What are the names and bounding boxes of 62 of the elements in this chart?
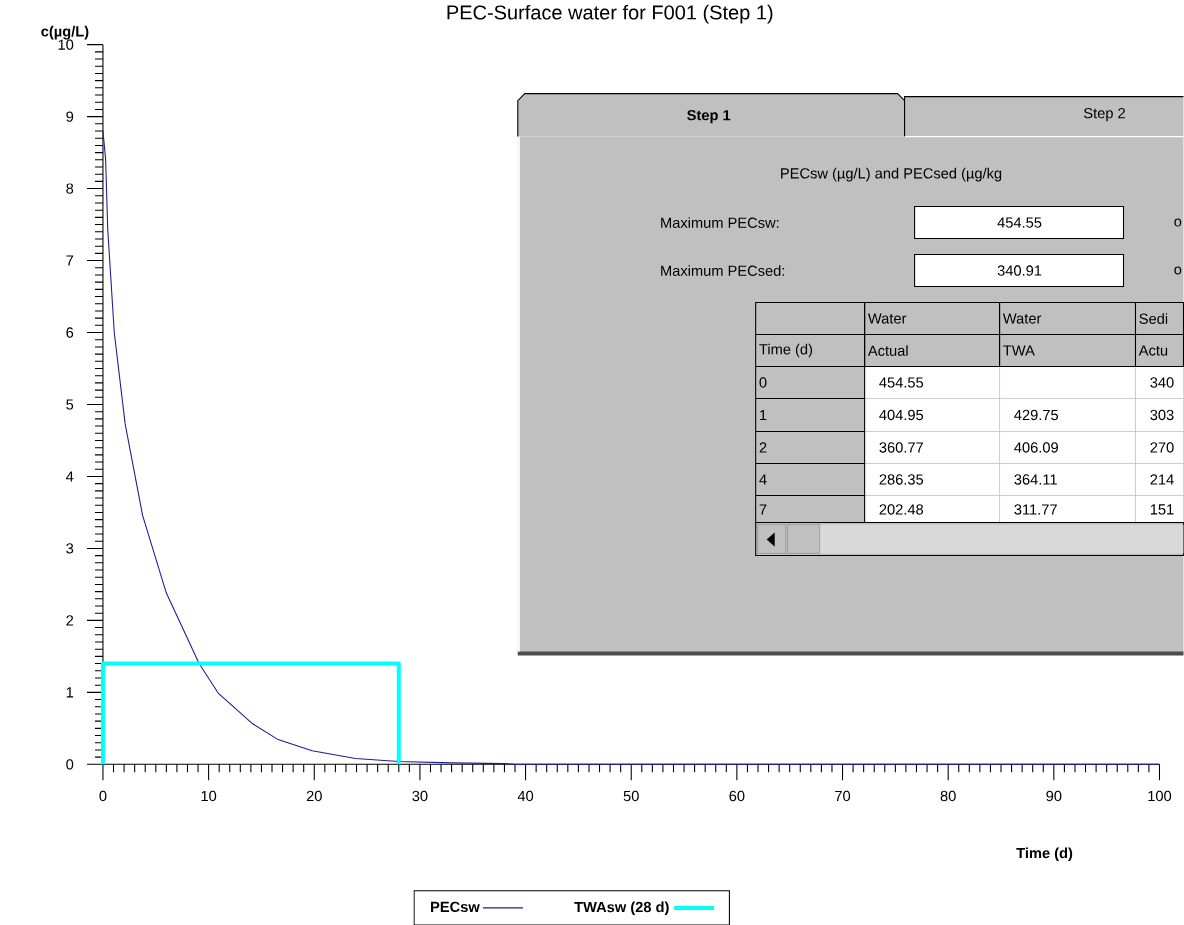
- annotation: PECsw (µg/L) and PECsed (µg/kg: [781, 167, 1002, 182]
- annotation: Actual: [867, 344, 908, 356]
- x-axis-title: Time (d): [1016, 847, 1073, 861]
- x-tick-label: 60: [729, 790, 745, 801]
- annotation: 303: [1150, 409, 1174, 420]
- text: o: [1174, 266, 1182, 275]
- y-tick-label: 0: [66, 758, 74, 770]
- chart-title: PEC-Surface water for F001 (Step 1): [447, 4, 773, 24]
- annotation: Actu: [1138, 345, 1168, 356]
- y-tick-label: 5: [66, 399, 74, 410]
- annotation: 202.48: [879, 504, 924, 515]
- x-tick-label: 50: [623, 790, 639, 801]
- annotation: 2: [759, 442, 767, 453]
- annotation: 4: [759, 474, 767, 485]
- annotation: 270: [1150, 442, 1174, 453]
- y-tick-label: 2: [66, 615, 74, 626]
- annotation: 340.91: [997, 265, 1042, 276]
- annotation: 0: [759, 377, 767, 388]
- annotation: 286.35: [879, 474, 924, 485]
- annotation: 311.77: [1014, 504, 1057, 515]
- y-tick-label: 10: [58, 39, 74, 50]
- x-tick-label: 10: [201, 790, 217, 801]
- x-tick-label: 90: [1046, 790, 1062, 801]
- y-tick-label: 4: [66, 471, 74, 482]
- annotation: 406.09: [1014, 442, 1058, 453]
- annotation: 214: [1150, 474, 1174, 485]
- text: o: [1174, 218, 1182, 227]
- annotation: Sedi: [1139, 312, 1168, 324]
- y-tick-label: 1: [66, 687, 74, 698]
- annotation: Step 2: [1083, 107, 1125, 122]
- annotation: 7: [759, 504, 767, 515]
- annotation: Step 1: [687, 109, 731, 124]
- annotation: Time (d): [759, 343, 813, 358]
- annotation: 364.11: [1014, 474, 1057, 485]
- legend-label: TWAsw (28 d): [574, 901, 669, 915]
- annotation: Maximum PECsed:: [661, 264, 785, 276]
- annotation: Maximum PECsw:: [661, 216, 779, 228]
- annotation: 1: [760, 409, 767, 420]
- annotation: 404.95: [879, 409, 924, 420]
- y-tick-label: 6: [66, 327, 74, 338]
- y-tick-label: 9: [66, 111, 74, 122]
- annotation: 340: [1150, 377, 1174, 388]
- x-tick-label: 30: [412, 790, 428, 801]
- legend-label: PECsw: [431, 901, 480, 912]
- y-tick-label: 7: [66, 255, 74, 266]
- x-tick-label: 0: [99, 790, 107, 801]
- x-tick-label: 80: [940, 790, 956, 801]
- annotation: 360.77: [879, 442, 923, 453]
- y-axis-title: c(µg/L): [41, 25, 89, 40]
- x-tick-label: 70: [835, 790, 851, 801]
- x-tick-label: 100: [1148, 790, 1172, 801]
- y-tick-label: 8: [66, 183, 74, 194]
- annotation: 454.55: [997, 217, 1042, 228]
- x-tick-label: 20: [306, 790, 322, 801]
- annotation: Water: [1002, 313, 1042, 324]
- annotation: Water: [867, 313, 907, 324]
- annotation: 429.75: [1014, 409, 1059, 420]
- y-tick-label: 3: [66, 543, 74, 554]
- annotation: 454.55: [879, 377, 924, 388]
- annotation: TWA: [1003, 345, 1035, 356]
- annotation: 151: [1150, 504, 1174, 515]
- x-tick-label: 40: [517, 790, 534, 801]
